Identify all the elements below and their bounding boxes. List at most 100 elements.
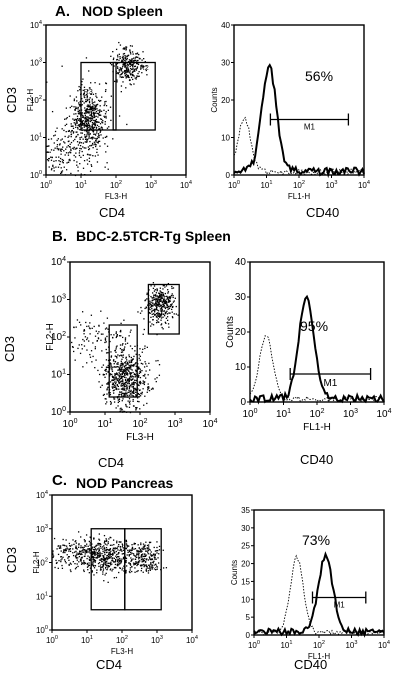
event-dot <box>115 378 118 380</box>
event-dot <box>167 289 169 291</box>
event-dot <box>90 164 92 166</box>
event-dot <box>156 549 159 552</box>
event-dot <box>104 563 107 566</box>
event-dot <box>82 138 84 140</box>
event-dot <box>91 105 93 108</box>
event-dot <box>76 117 79 120</box>
event-dot <box>105 546 108 549</box>
event-dot <box>163 315 166 317</box>
event-dot <box>137 388 139 390</box>
event-dot <box>89 120 92 123</box>
event-dot <box>126 384 128 387</box>
event-dot <box>84 96 86 99</box>
event-dot <box>133 57 135 59</box>
event-dot <box>86 128 88 130</box>
event-dot <box>143 383 146 386</box>
event-dot <box>121 67 123 69</box>
event-dot <box>83 333 85 335</box>
event-dot <box>46 145 48 148</box>
event-dot <box>138 354 140 356</box>
event-dot <box>138 560 140 562</box>
event-dot <box>74 556 77 558</box>
event-dot <box>163 313 165 315</box>
event-dot <box>118 335 121 337</box>
event-dot <box>136 62 139 64</box>
event-dot <box>75 550 77 553</box>
event-dot <box>90 165 93 167</box>
event-dot <box>172 287 175 289</box>
event-dot <box>78 154 81 157</box>
event-dot <box>122 57 124 59</box>
event-dot <box>117 565 119 567</box>
event-dot <box>87 146 90 148</box>
event-dot <box>84 121 86 123</box>
event-dot <box>98 544 100 546</box>
event-dot <box>107 562 109 564</box>
event-dot <box>134 563 136 565</box>
event-dot <box>129 63 132 66</box>
event-dot <box>125 547 127 550</box>
event-dot <box>118 71 121 73</box>
event-dot <box>48 145 50 147</box>
event-dot <box>89 542 91 544</box>
event-dot <box>104 339 107 341</box>
event-dot <box>116 66 119 68</box>
event-dot <box>114 552 116 554</box>
event-dot <box>130 361 133 363</box>
event-dot <box>145 370 147 372</box>
event-dot <box>104 136 107 139</box>
event-dot <box>90 114 92 116</box>
event-dot <box>140 554 143 556</box>
event-dot <box>133 382 135 384</box>
event-dot <box>144 561 147 563</box>
event-dot <box>128 380 130 382</box>
event-dot <box>79 103 81 106</box>
event-dot <box>144 307 146 310</box>
y-tick-label: 100 <box>51 406 66 418</box>
event-dot <box>95 105 98 107</box>
event-dot <box>120 67 122 70</box>
event-dot <box>125 561 127 564</box>
event-dot <box>147 551 149 553</box>
y-tick-label: 30 <box>221 59 230 68</box>
event-dot <box>95 549 97 551</box>
event-dot <box>84 130 86 132</box>
event-dot <box>131 382 133 384</box>
panel-a-percent: 56% <box>305 68 334 84</box>
event-dot <box>121 558 123 560</box>
event-dot <box>160 294 162 297</box>
event-dot <box>143 555 145 558</box>
event-dot <box>128 391 131 393</box>
event-dot <box>78 544 80 546</box>
event-dot <box>94 133 96 135</box>
event-dot <box>79 559 82 561</box>
event-dot <box>63 551 65 553</box>
event-dot <box>123 392 125 395</box>
event-dot <box>63 544 65 546</box>
event-dot <box>83 86 86 88</box>
event-dot <box>130 374 132 376</box>
event-dot <box>93 325 95 328</box>
event-dot <box>60 556 63 558</box>
gate-label: R3 <box>84 89 93 96</box>
event-dot <box>121 370 123 372</box>
event-dot <box>73 98 76 100</box>
event-dot <box>153 308 156 311</box>
event-dot <box>114 381 116 383</box>
event-dot <box>83 147 85 149</box>
event-dot <box>160 304 162 306</box>
event-dot <box>90 144 93 147</box>
event-dot <box>107 553 110 556</box>
event-dot <box>102 373 105 376</box>
event-dot <box>104 328 107 330</box>
event-dot <box>131 51 134 53</box>
event-dot <box>149 321 151 323</box>
event-dot <box>110 119 112 122</box>
event-dot <box>59 546 61 548</box>
event-dot <box>107 382 109 384</box>
event-dot <box>63 166 65 168</box>
event-dot <box>121 550 123 552</box>
event-dot <box>152 315 154 318</box>
event-dot <box>107 352 109 354</box>
event-dot <box>83 560 85 562</box>
